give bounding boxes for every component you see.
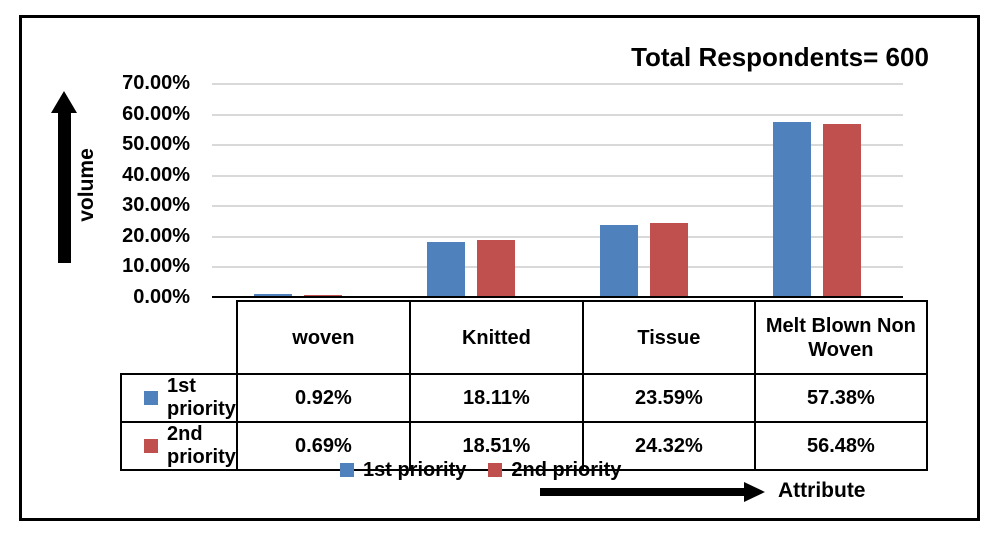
y-tick-label: 20.00% (122, 224, 190, 247)
chart-legend: 1st priority 2nd priority (340, 460, 621, 480)
category-header: woven (235, 300, 411, 375)
y-axis-tick-labels: 70.00% 60.00% 50.00% 40.00% 30.00% 20.00% 10.0… (80, 72, 190, 308)
bar-group-woven (212, 83, 385, 297)
category-header: Tissue (581, 300, 756, 375)
legend-label: 1st priority (363, 459, 467, 481)
bar-1st-priority (254, 294, 293, 297)
bar-group-melt-blown-non-woven (730, 83, 903, 297)
gridline (212, 266, 903, 269)
y-tick-label: 50.00% (122, 133, 190, 156)
bar-group-tissue (558, 83, 731, 297)
legend-swatch-icon (488, 463, 503, 477)
y-tick-label: 30.00% (122, 194, 190, 217)
row-header-cell: 2nd priority (120, 421, 238, 471)
legend-swatch-icon (340, 463, 354, 477)
legend-item: 1st priority (340, 460, 466, 480)
x-axis-arrow-shaft (540, 488, 744, 496)
bar-2nd-priority (304, 294, 343, 297)
series-label: 2nd priority (167, 423, 236, 468)
plot-area (212, 83, 903, 297)
value-cell: 56.48% (753, 421, 928, 471)
table-row: 1st priority 0.92% 18.11% 23.59% 57.38% (120, 373, 928, 423)
x-axis-title: Attribute (778, 479, 866, 502)
y-tick-label: 40.00% (122, 163, 190, 186)
table-corner-blank (121, 301, 237, 374)
gridline (212, 235, 903, 238)
gridline (212, 205, 903, 208)
row-header-cell: 1st priority (120, 373, 238, 423)
series-label: 1st priority (167, 375, 236, 420)
value-cell: 0.92% (235, 373, 411, 423)
chart-title: Total Respondents= 600 (631, 42, 929, 72)
value-cell: 18.51% (408, 421, 584, 471)
data-table: woven Knitted Tissue Melt Blown Non Woven 1s… (120, 300, 928, 471)
y-tick-label: 60.00% (122, 102, 190, 125)
bar-2nd-priority (649, 222, 688, 297)
table-row: 2nd priority 0.69% 18.51% 24.32% 56.48% (120, 421, 928, 471)
y-axis-arrow-shaft (58, 112, 71, 263)
legend-label: 2nd priority (511, 459, 622, 481)
y-tick-label: 0.00% (133, 286, 190, 308)
y-axis-title: volume (75, 148, 98, 222)
gridline (212, 83, 903, 85)
y-tick-label: 10.00% (122, 255, 190, 278)
series-swatch-icon (144, 391, 158, 405)
bar-2nd-priority (822, 124, 861, 297)
figure-border (19, 15, 980, 521)
bar-1st-priority (599, 224, 638, 297)
gridline (212, 113, 903, 116)
value-cell: 0.69% (235, 421, 411, 471)
bar-2nd-priority (477, 240, 516, 297)
series-swatch-icon (144, 439, 158, 453)
bar-group-knitted (385, 83, 558, 297)
bar-1st-priority (427, 241, 466, 297)
legend-item: 2nd priority (488, 460, 621, 480)
value-cell: 24.32% (581, 421, 756, 471)
value-cell: 57.38% (753, 373, 928, 423)
category-header: Melt Blown Non Woven (753, 300, 928, 375)
gridline (212, 174, 903, 177)
value-cell: 23.59% (581, 373, 756, 423)
y-tick-label: 70.00% (122, 72, 190, 94)
bar-1st-priority (772, 121, 811, 297)
gridline (212, 144, 903, 147)
value-cell: 18.11% (408, 373, 584, 423)
y-axis-arrow-up-icon (51, 91, 77, 113)
category-header: Knitted (408, 300, 584, 375)
x-axis-arrow-right-icon (744, 482, 765, 502)
x-axis-line (212, 296, 903, 298)
